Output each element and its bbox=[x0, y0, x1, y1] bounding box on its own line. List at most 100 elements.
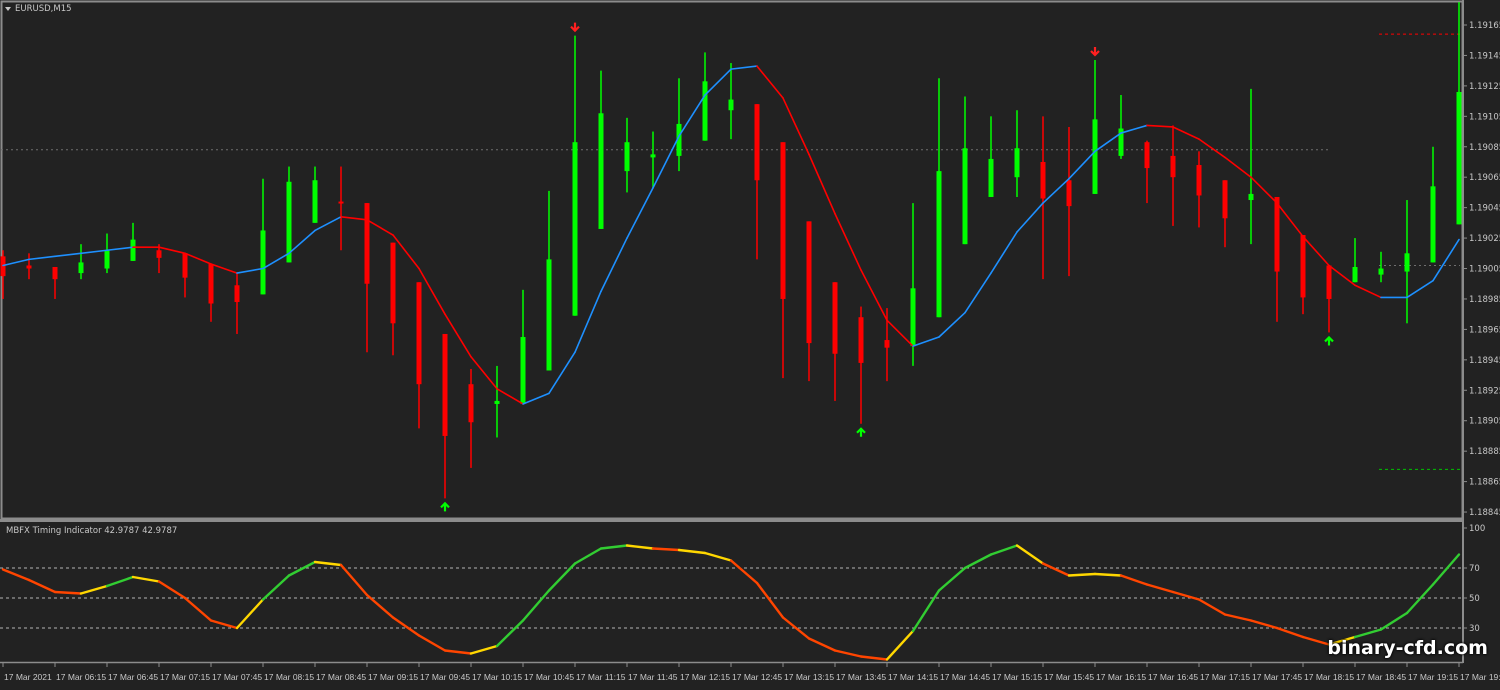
time-tick-label: 17 Mar 15:45 bbox=[1044, 672, 1094, 682]
indicator-line-segment bbox=[1223, 613, 1253, 622]
indicator-panel[interactable]: MBFX Timing Indicator 42.9787 42.9787 10… bbox=[0, 524, 1485, 661]
candle-body bbox=[26, 265, 32, 269]
moving-average-segment bbox=[80, 249, 108, 255]
bullish-candle[interactable] bbox=[728, 63, 734, 140]
indicator-line-segment bbox=[209, 619, 239, 630]
time-tick-label: 17 Mar 06:15 bbox=[56, 672, 106, 682]
moving-average-segment bbox=[912, 336, 940, 347]
candle-body bbox=[1300, 235, 1306, 298]
bearish-candle[interactable] bbox=[156, 244, 162, 274]
candle-body bbox=[1170, 155, 1176, 178]
bearish-candle[interactable] bbox=[1170, 125, 1176, 226]
indicator-line-segment bbox=[443, 649, 473, 655]
bearish-candle[interactable] bbox=[832, 282, 838, 401]
panel-divider[interactable] bbox=[0, 519, 1463, 522]
bearish-candle[interactable] bbox=[754, 104, 760, 260]
bullish-candle[interactable] bbox=[1404, 200, 1410, 324]
bullish-candle[interactable] bbox=[598, 70, 604, 229]
bullish-candle[interactable] bbox=[312, 166, 318, 223]
bullish-candle[interactable] bbox=[78, 244, 84, 280]
moving-average-segment bbox=[1042, 177, 1070, 204]
time-tick-label: 17 Mar 12:15 bbox=[680, 672, 730, 682]
indicator-line-segment bbox=[235, 598, 265, 630]
arrow-up-icon bbox=[440, 501, 450, 512]
bearish-candle[interactable] bbox=[1196, 151, 1202, 228]
price-tick-label: 1.19025 bbox=[1469, 234, 1500, 244]
moving-average-segment bbox=[1120, 124, 1148, 134]
time-axis[interactable]: 17 Mar 2021 17 Mar 06:15 17 Mar 06:45 17 Ma… bbox=[2, 663, 1500, 682]
bearish-candle[interactable] bbox=[1040, 116, 1046, 280]
bullish-candle[interactable] bbox=[624, 117, 630, 193]
bullish-candle[interactable] bbox=[962, 96, 968, 245]
bearish-candle[interactable] bbox=[1144, 140, 1150, 204]
candle-body bbox=[364, 203, 370, 284]
bullish-candle[interactable] bbox=[1248, 88, 1254, 245]
bullish-candle[interactable] bbox=[676, 78, 682, 172]
bearish-candle[interactable] bbox=[208, 263, 214, 322]
bearish-candle[interactable] bbox=[442, 333, 448, 499]
bullish-candle[interactable] bbox=[286, 166, 292, 263]
bullish-candle[interactable] bbox=[988, 116, 994, 197]
price-panel[interactable]: EURUSD,M15 1.191651.191451.191251.191051… bbox=[0, 0, 1500, 520]
bearish-candle[interactable] bbox=[468, 368, 474, 468]
bearish-candle[interactable] bbox=[806, 221, 812, 382]
moving-average-segment bbox=[2, 258, 30, 267]
moving-average-segment bbox=[340, 215, 368, 221]
time-tick-label: 17 Mar 09:15 bbox=[368, 672, 418, 682]
indicator-line-segment bbox=[495, 619, 525, 648]
bullish-candle[interactable] bbox=[1014, 110, 1020, 197]
bullish-candle[interactable] bbox=[520, 289, 526, 404]
price-axis[interactable]: 1.19165 1.19145 1.19125 1.19105 1.19085 1.190… bbox=[1463, 21, 1500, 518]
bearish-candle[interactable] bbox=[1066, 126, 1072, 277]
bearish-candle[interactable] bbox=[1222, 180, 1228, 248]
chart-symbol-title: EURUSD,M15 bbox=[15, 4, 72, 14]
candle-body bbox=[1378, 268, 1384, 275]
bearish-candle[interactable] bbox=[780, 142, 786, 379]
indicator-line-segment bbox=[1249, 619, 1279, 630]
bearish-candle[interactable] bbox=[26, 253, 32, 280]
moving-average-segment bbox=[1432, 238, 1460, 282]
bullish-candle[interactable] bbox=[260, 178, 266, 295]
indicator-line-segment bbox=[287, 560, 317, 577]
bullish-candle[interactable] bbox=[1456, 2, 1462, 225]
bearish-candle[interactable] bbox=[182, 253, 188, 298]
bullish-candle[interactable] bbox=[572, 35, 578, 316]
bearish-candle[interactable] bbox=[1300, 235, 1306, 315]
bearish-candle[interactable] bbox=[390, 242, 396, 356]
bullish-candle[interactable] bbox=[936, 78, 942, 318]
bullish-candle[interactable] bbox=[1378, 251, 1384, 283]
bullish-candle[interactable] bbox=[1118, 95, 1124, 159]
moving-average-segment bbox=[210, 263, 238, 274]
bullish-candle[interactable] bbox=[104, 233, 110, 274]
bearish-candle[interactable] bbox=[364, 203, 370, 353]
bullish-candle[interactable] bbox=[1092, 60, 1098, 194]
bearish-candle[interactable] bbox=[234, 273, 240, 334]
bullish-candle[interactable] bbox=[494, 365, 500, 438]
bullish-candle[interactable] bbox=[1352, 238, 1358, 283]
bullish-candle[interactable] bbox=[546, 190, 552, 371]
moving-average-segment bbox=[314, 215, 342, 232]
time-tick-label: 17 Mar 18:15 bbox=[1304, 672, 1354, 682]
bearish-candle[interactable] bbox=[416, 282, 422, 429]
bearish-candle[interactable] bbox=[1274, 196, 1280, 322]
bullish-candle[interactable] bbox=[650, 131, 656, 188]
candle-body bbox=[676, 123, 682, 156]
triangle-down-icon[interactable] bbox=[5, 7, 11, 11]
bullish-candle[interactable] bbox=[702, 52, 708, 141]
indicator-line-segment bbox=[677, 548, 707, 555]
indicator-tick-label: 30 bbox=[1469, 624, 1480, 634]
moving-average-segment bbox=[678, 94, 706, 137]
bearish-candle[interactable] bbox=[858, 306, 864, 424]
arrow-down-icon bbox=[570, 22, 580, 33]
bearish-candle[interactable] bbox=[1326, 265, 1332, 333]
indicator-line-segment bbox=[651, 547, 681, 552]
candle-body bbox=[52, 266, 58, 280]
bearish-candle[interactable] bbox=[338, 166, 344, 251]
bullish-candle[interactable] bbox=[910, 203, 916, 366]
candle-body bbox=[1040, 161, 1046, 199]
bullish-candle[interactable] bbox=[1430, 146, 1436, 263]
bullish-candle[interactable] bbox=[130, 222, 136, 261]
bearish-candle[interactable] bbox=[52, 266, 58, 299]
